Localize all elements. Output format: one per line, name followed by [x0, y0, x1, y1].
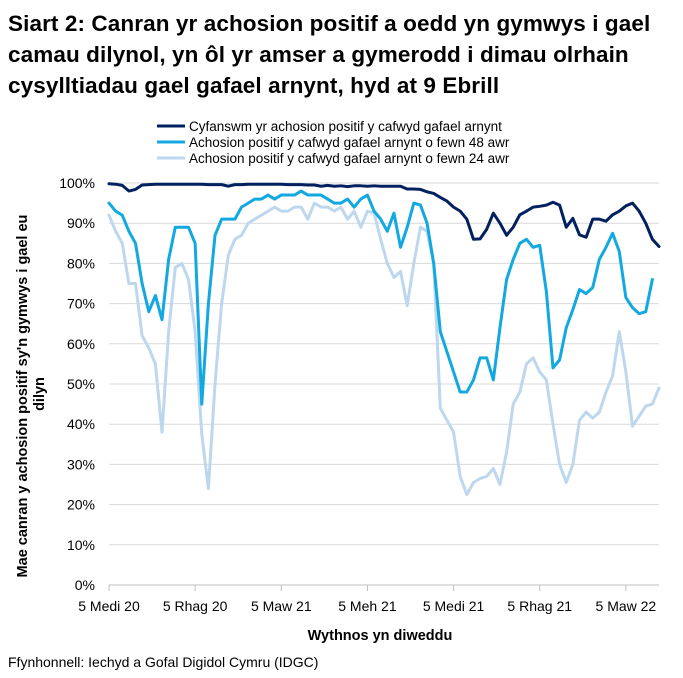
x-axis-label: Wythnos yn diweddu [308, 628, 453, 644]
series-line-2 [107, 189, 654, 406]
x-tick-label: 5 Medi 21 [423, 598, 485, 614]
x-tick-label: 5 Rhag 20 [163, 598, 228, 614]
y-tick-label: 10% [67, 537, 95, 553]
source-note: Ffynhonnell: Iechyd a Gofal Digidol Cymr… [8, 654, 319, 670]
y-tick-labels: 0% 10% 20% 30% 40% 50% 60% 70% 80% 90% 100% [59, 175, 95, 593]
series-line-1 [107, 182, 661, 249]
legend-label: Cyfanswm yr achosion positif y cafwyd ga… [189, 119, 502, 134]
legend-label: Achosion positif y cafwyd gafael arnynt … [189, 151, 510, 166]
legend: Cyfanswm yr achosion positif y cafwyd ga… [157, 119, 510, 166]
y-axis-label: Mae canran y achosion positif sy'n gymwy… [15, 211, 48, 578]
y-tick-label: 100% [59, 175, 95, 191]
x-tick-label: 5 Rhag 21 [507, 598, 572, 614]
y-tick-label: 70% [67, 296, 95, 312]
chart-title: Siart 2: Canran yr achosion positif a oe… [8, 11, 651, 98]
y-tick-label: 30% [67, 456, 95, 472]
y-tick-label: 0% [75, 577, 95, 593]
x-tick-labels: 5 Medi 20 5 Rhag 20 5 Maw 21 5 Meh 21 5 Medi… [78, 598, 656, 614]
x-tick-label: 5 Medi 20 [78, 598, 140, 614]
y-tick-label: 90% [67, 215, 95, 231]
y-tick-label: 40% [67, 416, 95, 432]
y-tick-label: 60% [67, 336, 95, 352]
series-line-3 [107, 201, 661, 497]
x-tick-label: 5 Maw 22 [596, 598, 657, 614]
series-lines [107, 182, 661, 497]
y-tick-label: 80% [67, 255, 95, 271]
legend-label: Achosion positif y cafwyd gafael arnynt … [189, 135, 510, 150]
y-tick-label: 20% [67, 497, 95, 513]
axes [108, 584, 659, 591]
x-tick-label: 5 Meh 21 [338, 598, 397, 614]
x-tick-label: 5 Maw 21 [251, 598, 312, 614]
y-tick-label: 50% [67, 376, 95, 392]
